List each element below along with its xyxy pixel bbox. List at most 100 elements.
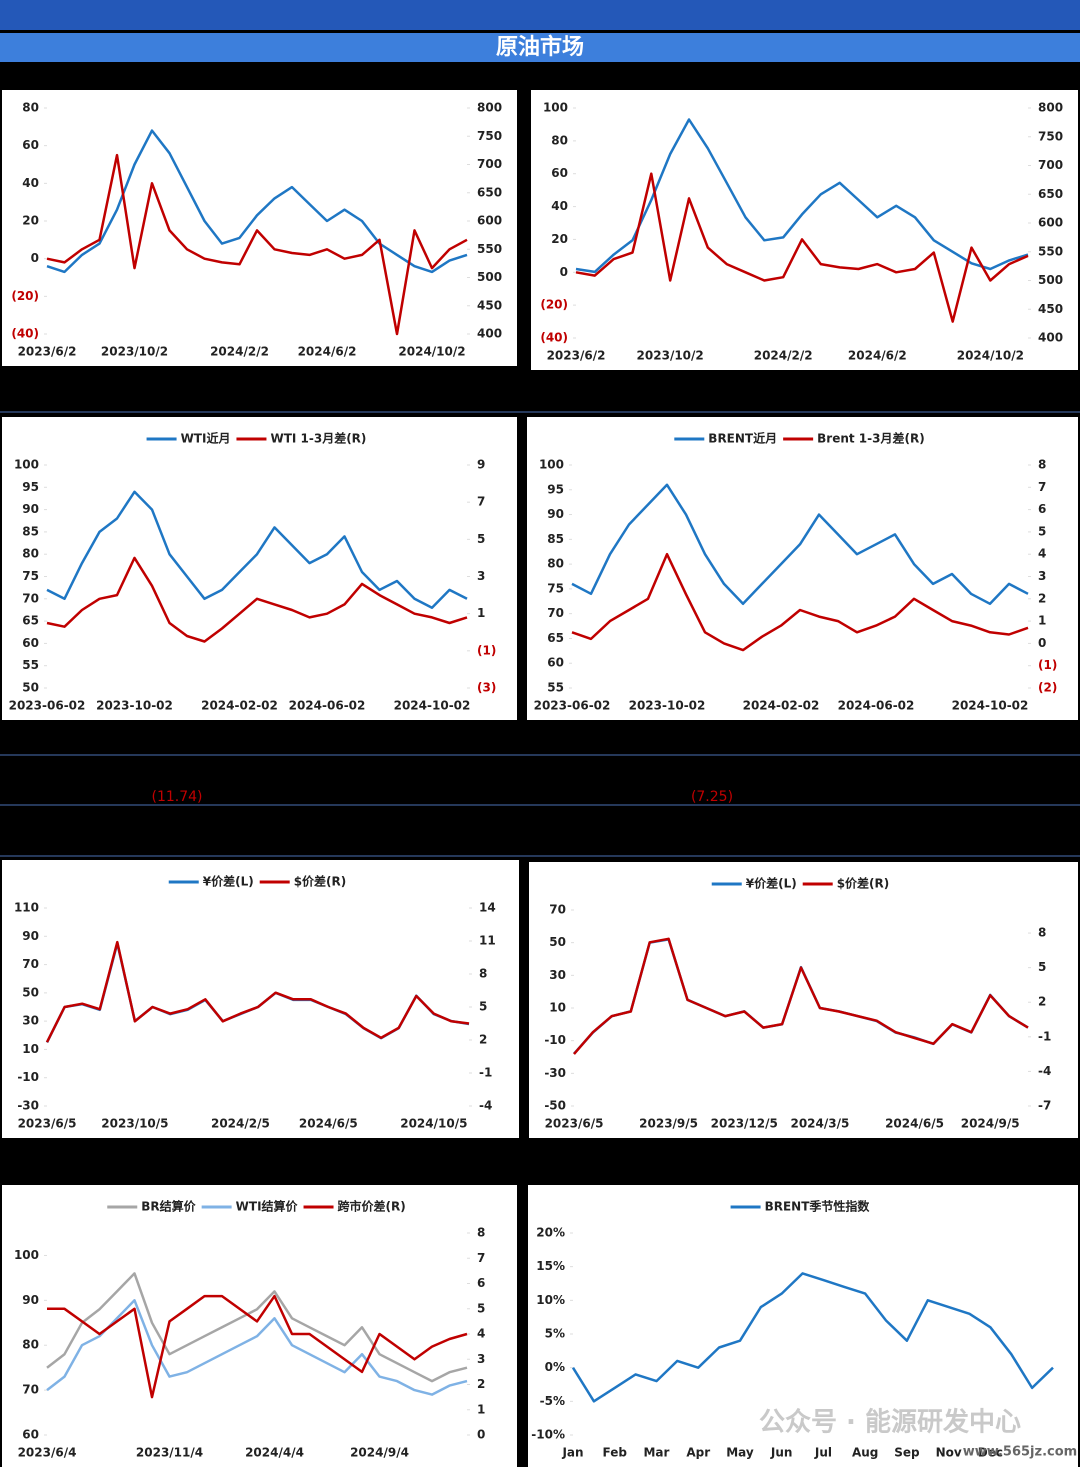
x-tick-label: 2023/10/2 [101,345,168,359]
tick-label: 95 [547,482,564,496]
tick-label: 20% [536,1226,565,1240]
tick-label: 500 [1038,273,1063,287]
tick-label: 5 [1038,524,1046,538]
tick-label: 80 [22,547,39,561]
tick-label: 50 [22,681,39,695]
tick-label: 700 [477,157,502,171]
watermark: 公众号 · 能源研发中心 [759,1407,1021,1438]
tick-label: 450 [1038,302,1063,316]
x-tick-label: 2023/6/5 [545,1117,604,1131]
charts: 806040200(20)(40)80075070065060055050045… [2,90,1078,1467]
series-line [46,1299,468,1396]
tick-label: 8 [1038,458,1046,472]
series-line [575,172,1029,323]
legend-label: BRENT季节性指数 [765,1199,871,1214]
tick-label: (1) [1038,658,1057,672]
x-tick-label: 2023/6/2 [18,345,77,359]
tick-label: 550 [1038,244,1063,258]
tick-label: 70 [22,591,39,605]
tick-label: 6 [1038,502,1046,516]
tick-label: 4 [1038,547,1046,561]
tick-label: 600 [1038,216,1063,230]
tick-label: 90 [547,507,564,521]
legend-label: 跨市价差(R) [338,1199,406,1214]
tick-label: -4 [479,1099,492,1113]
tick-label: 800 [1038,101,1063,115]
tick-label: 15% [536,1259,565,1273]
page-title: 原油市场 [496,34,584,60]
x-tick-label: Dec [978,1446,1003,1460]
x-tick-label: Jun [770,1446,793,1460]
tick-label: -5% [540,1394,565,1408]
panel [2,860,519,1138]
tick-label: 14 [479,901,496,915]
x-tick-label: 2024/9/4 [350,1446,409,1460]
x-tick-label: 2023/6/4 [18,1446,77,1460]
tick-label: 90 [22,502,39,516]
x-tick-label: 2024/9/5 [961,1117,1020,1131]
series-line [46,556,468,643]
panel [2,90,517,366]
x-tick-label: 2023-06-02 [9,699,86,713]
tick-label: 800 [477,101,502,115]
tick-label: 50 [549,935,566,949]
tick-label: 5 [479,1000,487,1014]
annotation: (11.74) [151,789,202,805]
tick-label: 1 [477,606,485,620]
tick-label: 55 [22,658,39,672]
tick-label: 60 [22,138,39,152]
series-line [571,552,1029,652]
tick-label: 2 [1038,995,1046,1009]
tick-label: -50 [544,1099,566,1113]
tick-label: 10 [22,1042,39,1056]
x-tick-label: 2024-10-02 [952,699,1029,713]
legend-label: WTI近月 [181,431,231,446]
tick-label: 7 [477,1251,485,1265]
tick-label: 100 [539,458,564,472]
tick-label: 500 [477,270,502,284]
x-tick-label: 2024-02-02 [743,699,820,713]
x-tick-label: 2023/6/2 [547,349,606,363]
x-tick-label: 2024/10/2 [957,349,1024,363]
tick-label: 2 [1038,591,1046,605]
tick-label: 70 [22,1383,39,1397]
tick-label: 0 [560,265,568,279]
annotation: (7.25) [691,789,733,805]
x-tick-label: 2023/6/5 [18,1117,77,1131]
x-tick-label: 2024/6/5 [299,1117,358,1131]
tick-label: 8 [1038,926,1046,940]
tick-label: 750 [1038,129,1063,143]
tick-label: 9 [477,458,485,472]
x-tick-label: 2024-10-02 [394,699,471,713]
x-tick-label: Jan [561,1446,583,1460]
tick-label: 85 [22,524,39,538]
tick-label: 10 [549,1001,566,1015]
tick-label: 450 [477,298,502,312]
tick-label: 30 [22,1014,39,1028]
tick-label: 80 [547,557,564,571]
x-tick-label: 2024/4/4 [245,1446,304,1460]
tick-label: 10% [536,1293,565,1307]
tick-label: 80 [22,1338,39,1352]
tick-label: 400 [477,327,502,341]
x-tick-label: May [726,1446,754,1460]
tick-label: (20) [540,298,568,312]
tick-label: 1 [477,1402,485,1416]
tick-label: 65 [547,631,564,645]
tick-label: 5 [1038,960,1046,974]
x-tick-label: 2024-06-02 [289,699,366,713]
series-line [571,483,1029,606]
tick-label: 650 [1038,187,1063,201]
x-tick-label: 2023/9/5 [639,1117,698,1131]
tick-label: 80 [22,101,39,115]
x-tick-label: Aug [852,1446,878,1460]
tick-label: 100 [543,101,568,115]
tick-label: 650 [477,185,502,199]
x-tick-label: 2024/10/2 [398,345,465,359]
tick-label: 5 [477,532,485,546]
x-tick-label: 2024/10/5 [400,1117,467,1131]
tick-label: 600 [477,214,502,228]
tick-label: 8 [477,1226,485,1240]
tick-label: 550 [477,242,502,256]
legend-label: Brent 1-3月差(R) [817,431,925,446]
